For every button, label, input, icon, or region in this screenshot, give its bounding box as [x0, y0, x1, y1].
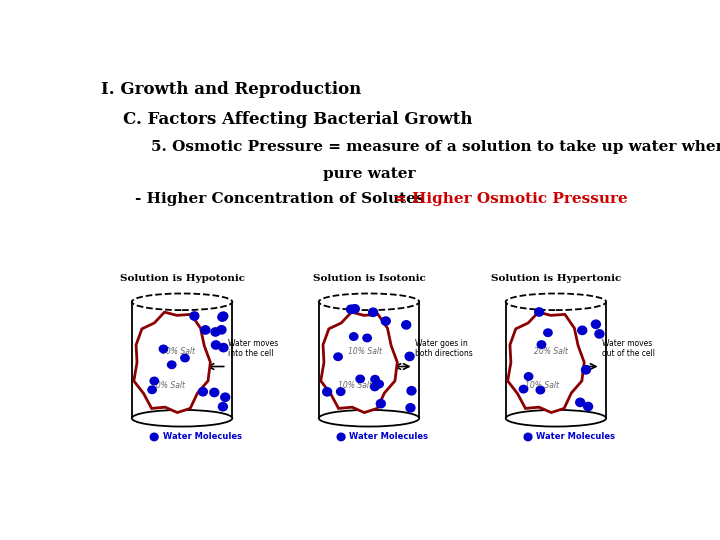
Ellipse shape — [168, 361, 176, 368]
Ellipse shape — [377, 400, 385, 408]
Ellipse shape — [536, 386, 544, 394]
Ellipse shape — [132, 410, 233, 427]
Ellipse shape — [218, 402, 228, 411]
Ellipse shape — [181, 354, 189, 362]
Ellipse shape — [319, 293, 419, 310]
Ellipse shape — [334, 353, 342, 361]
Text: Water Molecules: Water Molecules — [349, 433, 428, 441]
Text: Water moves
into the cell: Water moves into the cell — [228, 339, 278, 358]
Ellipse shape — [159, 345, 168, 353]
Ellipse shape — [519, 386, 528, 393]
Ellipse shape — [524, 433, 532, 441]
Ellipse shape — [375, 380, 383, 388]
Ellipse shape — [199, 388, 207, 396]
Ellipse shape — [505, 293, 606, 310]
Bar — [505, 302, 606, 418]
Ellipse shape — [577, 326, 587, 334]
Ellipse shape — [217, 326, 226, 334]
Ellipse shape — [150, 433, 158, 441]
Ellipse shape — [524, 373, 533, 380]
Text: Solution is Isotonic: Solution is Isotonic — [312, 274, 426, 283]
Text: = Higher Osmotic Pressure: = Higher Osmotic Pressure — [394, 192, 628, 206]
Ellipse shape — [371, 375, 379, 383]
Text: pure water: pure water — [323, 167, 415, 181]
Ellipse shape — [582, 366, 590, 374]
Ellipse shape — [407, 387, 416, 395]
Ellipse shape — [323, 388, 332, 396]
Text: Water goes in
both directions: Water goes in both directions — [415, 339, 472, 358]
Ellipse shape — [319, 410, 419, 427]
Ellipse shape — [337, 433, 345, 441]
Ellipse shape — [405, 352, 414, 361]
Ellipse shape — [201, 326, 210, 334]
Polygon shape — [508, 312, 584, 413]
Ellipse shape — [382, 317, 390, 325]
Text: 10% Salt: 10% Salt — [348, 347, 382, 356]
Ellipse shape — [211, 328, 220, 336]
Text: 10% Salt: 10% Salt — [338, 381, 372, 390]
Ellipse shape — [537, 341, 546, 348]
Ellipse shape — [218, 313, 227, 321]
Ellipse shape — [595, 330, 604, 338]
Ellipse shape — [363, 334, 372, 342]
Text: Water moves
out of the cell: Water moves out of the cell — [602, 339, 654, 358]
Ellipse shape — [369, 308, 377, 316]
Ellipse shape — [150, 377, 158, 384]
Text: 5. Osmotic Pressure = measure of a solution to take up water when in: 5. Osmotic Pressure = measure of a solut… — [151, 140, 720, 154]
Text: Solution is Hypotonic: Solution is Hypotonic — [120, 274, 245, 283]
Bar — [319, 302, 419, 418]
Ellipse shape — [544, 329, 552, 336]
Text: 10% Salt: 10% Salt — [525, 381, 559, 390]
Ellipse shape — [219, 312, 228, 320]
Ellipse shape — [212, 341, 220, 349]
Ellipse shape — [221, 393, 230, 401]
Text: Water Molecules: Water Molecules — [163, 433, 241, 441]
Ellipse shape — [349, 333, 358, 340]
Text: Solution is Hypertonic: Solution is Hypertonic — [491, 274, 621, 283]
Text: 20% Salt: 20% Salt — [151, 381, 185, 390]
Ellipse shape — [356, 375, 364, 383]
Ellipse shape — [132, 293, 233, 310]
Ellipse shape — [576, 398, 585, 407]
Ellipse shape — [148, 386, 156, 394]
Text: 20% Salt: 20% Salt — [534, 347, 569, 356]
Bar — [132, 302, 233, 418]
Ellipse shape — [346, 305, 356, 313]
Ellipse shape — [190, 312, 199, 320]
Ellipse shape — [336, 388, 345, 395]
Text: 10% Salt: 10% Salt — [161, 347, 194, 356]
Ellipse shape — [406, 404, 415, 412]
Ellipse shape — [351, 305, 359, 313]
Text: C. Factors Affecting Bacterial Growth: C. Factors Affecting Bacterial Growth — [124, 111, 473, 127]
Ellipse shape — [210, 388, 219, 396]
Ellipse shape — [402, 321, 410, 329]
Text: I. Growth and Reproduction: I. Growth and Reproduction — [101, 82, 361, 98]
Text: - Higher Concentration of Solutes: - Higher Concentration of Solutes — [135, 192, 429, 206]
Ellipse shape — [584, 402, 593, 411]
Ellipse shape — [371, 383, 379, 390]
Polygon shape — [320, 312, 397, 413]
Polygon shape — [134, 312, 210, 413]
Ellipse shape — [505, 410, 606, 427]
Ellipse shape — [535, 308, 544, 316]
Ellipse shape — [591, 320, 600, 328]
Ellipse shape — [219, 343, 228, 352]
Text: Water Molecules: Water Molecules — [536, 433, 616, 441]
